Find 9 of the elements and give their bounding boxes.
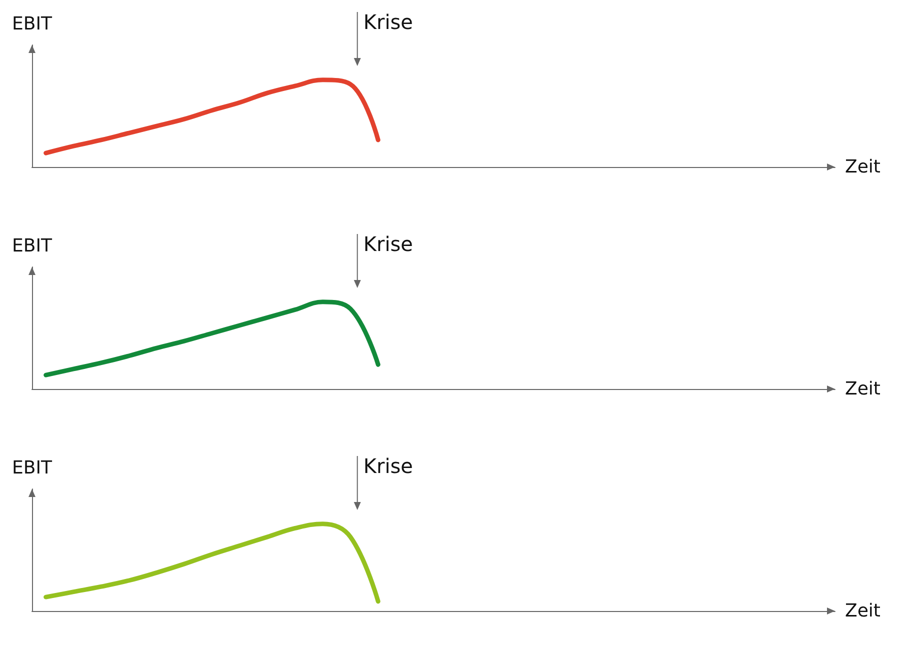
text: Krise (363, 232, 413, 256)
x-axis-title: Zeit (845, 156, 880, 178)
y-axis-title: EBIT (12, 458, 54, 478)
text: Krise (363, 10, 413, 34)
y-axis-title: EBIT (12, 14, 54, 34)
x-axis-title: Zeit (845, 600, 880, 622)
text: Krise (363, 454, 413, 478)
x-axis-title: Zeit (845, 378, 880, 400)
y-axis-title: EBIT (12, 236, 54, 256)
